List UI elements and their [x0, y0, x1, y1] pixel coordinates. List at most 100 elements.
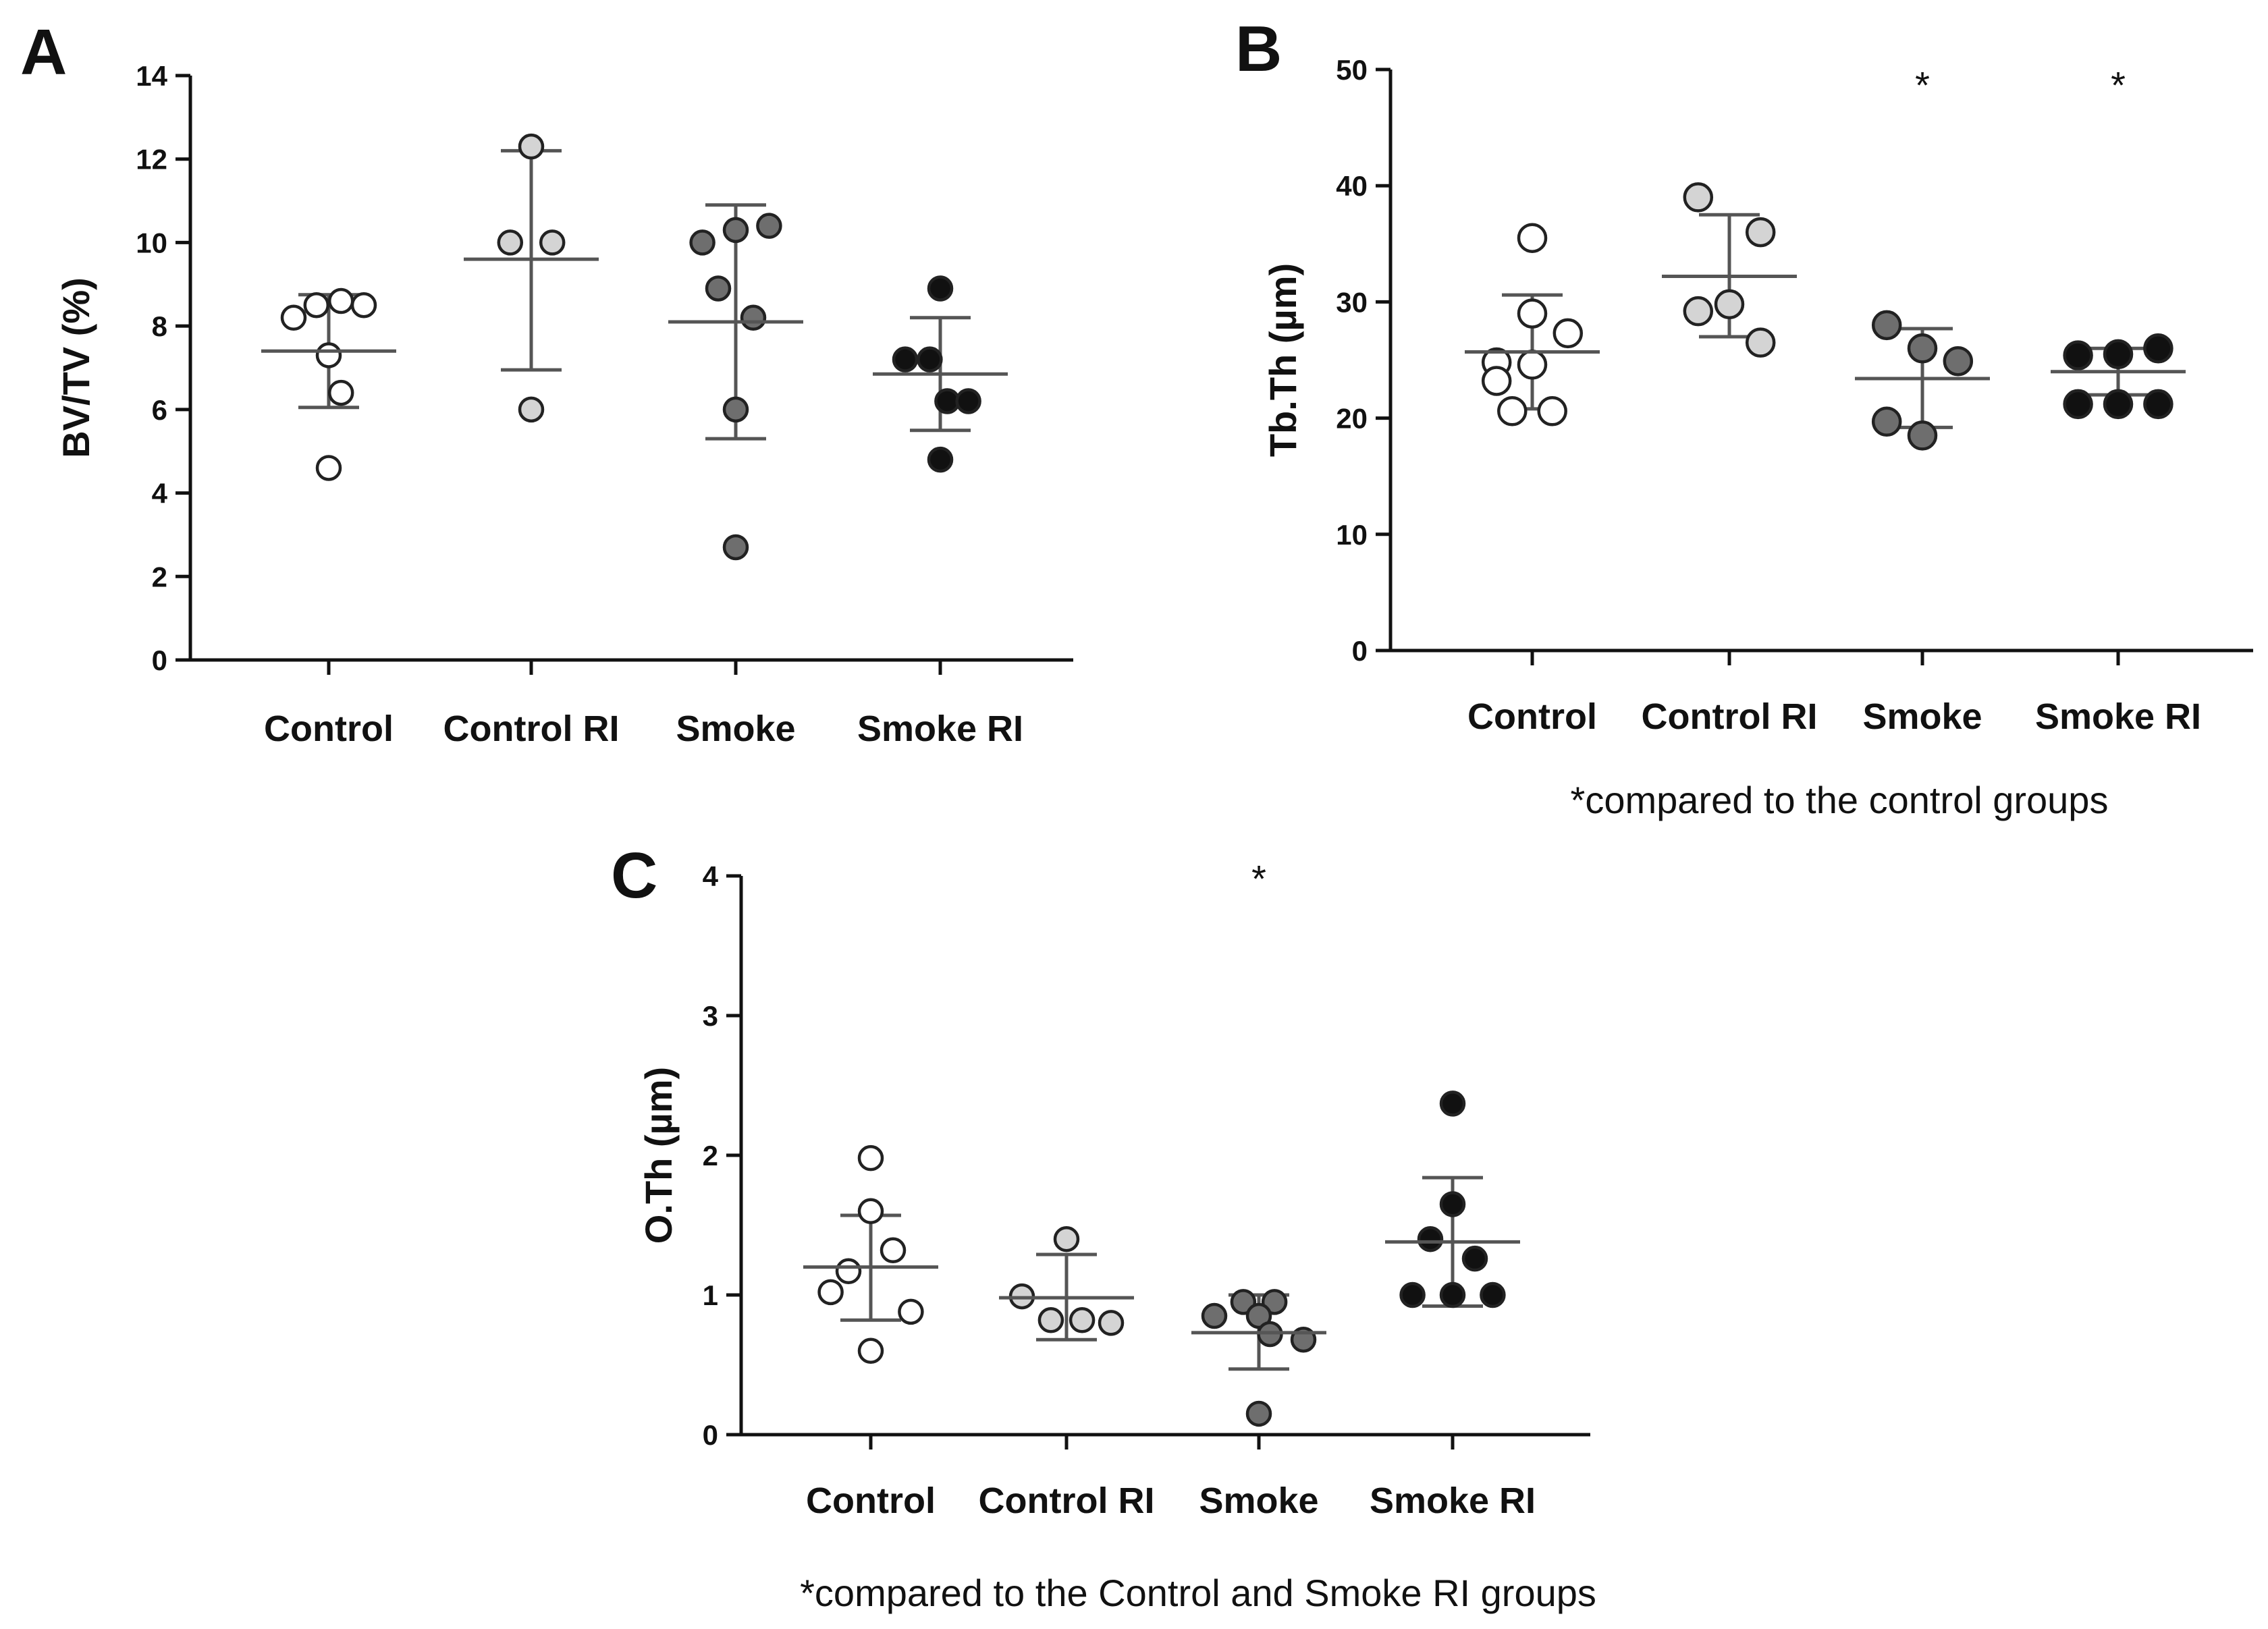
y-axis-title: Tb.Th (µm) [1262, 263, 1304, 457]
y-tick-label: 30 [1336, 286, 1368, 318]
data-point [1053, 1225, 1080, 1252]
group-control [803, 1144, 938, 1364]
group-smoke-ri [1385, 1090, 1520, 1308]
data-point [2143, 389, 2174, 420]
y-tick-label: 20 [1336, 403, 1368, 435]
data-point [880, 1237, 907, 1264]
data-point [350, 292, 377, 319]
y-tick-label: 0 [152, 644, 167, 676]
data-point [1907, 420, 1938, 451]
group-smoke [1191, 1289, 1326, 1427]
data-point [705, 275, 732, 302]
data-point [835, 1258, 862, 1285]
category-label: Smoke [1862, 696, 1982, 737]
data-point [1201, 1302, 1228, 1329]
data-point [1745, 327, 1776, 358]
data-point [1871, 406, 1902, 437]
panel-letter: B [1235, 13, 1282, 85]
category-label: Smoke RI [1370, 1481, 1536, 1521]
data-point [756, 213, 782, 239]
panel-letter: C [611, 839, 657, 912]
data-point [2103, 389, 2134, 420]
panel-c: C 0 1 2 3 4 O.Th (µm) Control Control RI Smoke Smo… [611, 839, 1596, 1614]
data-point [1517, 298, 1548, 329]
data-point [1517, 223, 1548, 253]
y-tick-label: 50 [1336, 54, 1368, 86]
panel-b: B 0 10 20 30 40 50 Tb.Th (µm) Control Control RI S… [1235, 13, 2253, 821]
significance-star: * [1915, 64, 1930, 107]
significance-star: * [1251, 858, 1266, 900]
data-point [1245, 1400, 1272, 1427]
y-tick-label: 3 [703, 1000, 718, 1032]
y-tick-label: 4 [703, 860, 719, 892]
group-control [1465, 223, 1600, 426]
data-point [898, 1298, 924, 1325]
y-tick-label: 8 [152, 310, 167, 342]
y-tick-label: 10 [136, 227, 167, 258]
data-point [539, 229, 566, 256]
data-point [2143, 333, 2174, 364]
data-point [518, 396, 545, 423]
category-label: Control [1467, 696, 1597, 737]
y-axis-title: BV/TV (%) [55, 277, 97, 458]
group-smoke-ri [873, 275, 1008, 473]
data-point [1037, 1307, 1064, 1333]
data-point [1745, 217, 1776, 248]
category-label: Smoke RI [857, 709, 1023, 749]
data-point [1480, 1281, 1506, 1308]
data-point [1098, 1310, 1125, 1336]
y-tick-label: 6 [152, 394, 167, 426]
data-point [1497, 396, 1528, 426]
data-point [934, 388, 961, 414]
group-smoke [1855, 310, 1990, 451]
y-tick-label: 14 [136, 60, 167, 92]
data-point [1907, 333, 1938, 364]
data-point [817, 1279, 844, 1306]
data-point [327, 379, 354, 406]
data-point [740, 304, 767, 331]
footnote: *compared to the control groups [1571, 779, 2109, 821]
group-smoke-ri [2051, 333, 2186, 420]
y-tick-label: 2 [152, 561, 167, 592]
category-label: Smoke [1199, 1481, 1318, 1521]
category-label: Control RI [443, 709, 620, 749]
data-point [2063, 389, 2093, 420]
data-point [1481, 366, 1512, 396]
data-point [1439, 1090, 1466, 1117]
data-point [917, 346, 943, 372]
data-point [315, 342, 342, 368]
data-point [1399, 1281, 1426, 1308]
group-control-ri [464, 133, 599, 423]
data-point [857, 1144, 884, 1171]
data-point [518, 133, 545, 160]
data-point [1552, 318, 1584, 349]
category-label: Smoke [676, 709, 795, 749]
data-point [2063, 340, 2093, 370]
group-control [261, 287, 396, 481]
data-point [927, 446, 954, 473]
y-tick-label: 12 [136, 144, 167, 175]
data-point [1461, 1245, 1488, 1272]
category-label: Smoke RI [2035, 696, 2201, 737]
group-smoke [668, 203, 803, 561]
data-point [1714, 289, 1745, 320]
data-point [1517, 350, 1548, 380]
y-tick-label: 2 [703, 1140, 718, 1171]
data-point [1943, 346, 1974, 377]
data-point [1417, 1225, 1444, 1252]
data-point [1537, 396, 1567, 426]
panel-letter: A [20, 16, 67, 88]
data-point [1439, 1281, 1466, 1308]
data-point [327, 287, 354, 314]
data-point [689, 229, 716, 256]
group-control-ri [999, 1225, 1134, 1342]
category-label: Control RI [1642, 696, 1818, 737]
category-label: Control [806, 1481, 936, 1521]
data-point [722, 217, 749, 244]
data-point [722, 534, 749, 561]
category-label: Control [264, 709, 394, 749]
data-point [857, 1337, 884, 1364]
panel-a: A 0 2 4 6 8 10 12 14 BV/TV (%) Control Control RI Sm… [20, 16, 1073, 749]
y-tick-label: 0 [703, 1419, 718, 1451]
